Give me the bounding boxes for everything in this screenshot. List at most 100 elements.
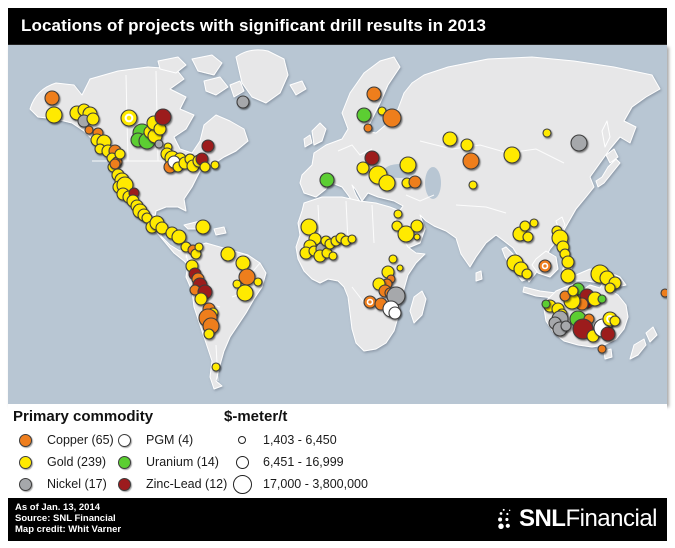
map-bubble bbox=[408, 175, 422, 189]
size-legend-item: 17,000 - 3,800,000 bbox=[231, 473, 368, 495]
map-bubble bbox=[541, 299, 551, 309]
logo-text-light: Financial bbox=[565, 505, 657, 532]
land-japan bbox=[595, 120, 621, 188]
commodity-color-swatch bbox=[18, 433, 32, 447]
credits: As of Jan. 13, 2014 Source: SNL Financia… bbox=[15, 502, 121, 535]
commodity-label: Copper (65) bbox=[47, 433, 114, 447]
map-bubble bbox=[393, 209, 403, 219]
size-legend-item: 1,403 - 6,450 bbox=[231, 429, 368, 451]
land-new-zealand bbox=[629, 326, 658, 360]
map-bubble bbox=[388, 254, 398, 264]
size-label: 6,451 - 16,999 bbox=[263, 455, 344, 469]
legend-item: Copper (65) bbox=[16, 429, 114, 451]
commodity-label: PGM (4) bbox=[146, 433, 194, 447]
commodity-legend-col-1: Copper (65) Gold (239) Nickel (17) bbox=[16, 429, 114, 495]
map-bubble bbox=[235, 255, 251, 271]
map-bubble bbox=[211, 362, 221, 372]
map-bubble bbox=[84, 125, 94, 135]
land-iceland bbox=[289, 80, 307, 96]
map-bubble bbox=[194, 242, 204, 252]
map-bubble bbox=[220, 246, 236, 262]
world-map bbox=[8, 44, 667, 404]
map-bubble bbox=[462, 152, 480, 170]
map-bubble bbox=[300, 218, 318, 236]
map-bubble bbox=[378, 174, 396, 192]
size-swatch bbox=[235, 455, 249, 469]
map-bubble bbox=[388, 306, 402, 320]
map-bubble bbox=[199, 161, 211, 173]
map-bubble bbox=[442, 131, 458, 147]
map-bubble bbox=[503, 146, 521, 164]
map-bubble bbox=[319, 172, 335, 188]
title-bar: Locations of projects with significant d… bbox=[8, 8, 667, 44]
land-british-isles bbox=[303, 122, 327, 148]
map-bubble bbox=[347, 234, 357, 244]
map-bubble bbox=[560, 268, 576, 284]
map-bubble bbox=[109, 158, 121, 170]
legend-item: Zinc-Lead (12) bbox=[115, 473, 227, 495]
map-bubble bbox=[86, 112, 100, 126]
map-bubble bbox=[154, 139, 164, 149]
footer-bar: As of Jan. 13, 2014 Source: SNL Financia… bbox=[8, 498, 667, 541]
map-bubble bbox=[529, 218, 539, 228]
map-bubble bbox=[522, 231, 534, 243]
map-bubble bbox=[356, 107, 372, 123]
map-bubble bbox=[542, 128, 552, 138]
commodity-label: Nickel (17) bbox=[47, 477, 107, 491]
infographic-frame: Locations of projects with significant d… bbox=[8, 8, 667, 541]
map-bubble bbox=[396, 264, 404, 272]
map-bubble bbox=[238, 268, 256, 286]
size-legend-item: 6,451 - 16,999 bbox=[231, 451, 368, 473]
map-bubble bbox=[236, 95, 250, 109]
snl-dots-icon bbox=[498, 508, 511, 529]
map-bubble bbox=[519, 220, 531, 232]
map-bubble bbox=[203, 328, 215, 340]
map-bubble bbox=[45, 106, 63, 124]
size-swatch bbox=[232, 474, 252, 494]
size-swatch bbox=[238, 436, 246, 444]
map-bubble bbox=[468, 180, 478, 190]
commodity-color-swatch bbox=[18, 477, 32, 491]
legend-primary-header: Primary commodity bbox=[13, 408, 154, 425]
snl-financial-logo: SNL Financial bbox=[496, 505, 657, 533]
as-of-line: As of Jan. 13, 2014 bbox=[15, 502, 101, 513]
map-bubble bbox=[194, 292, 208, 306]
commodity-color-swatch bbox=[18, 455, 32, 469]
map-bubble bbox=[604, 282, 616, 294]
map-bubble bbox=[570, 134, 588, 152]
commodity-color-swatch bbox=[117, 433, 131, 447]
map-bubble bbox=[201, 139, 215, 153]
map-bubble bbox=[597, 294, 607, 304]
commodity-label: Zinc-Lead (12) bbox=[146, 477, 228, 491]
map-bubble bbox=[232, 279, 242, 289]
map-bubble bbox=[154, 108, 172, 126]
legend-size-header: $-meter/t bbox=[224, 408, 288, 425]
map-bubble bbox=[560, 320, 572, 332]
bubble-layer bbox=[44, 86, 667, 372]
map-bubble bbox=[597, 344, 607, 354]
map-bubble bbox=[660, 288, 667, 298]
land-greenland bbox=[235, 49, 289, 104]
land-eurasia bbox=[299, 56, 661, 283]
map-bubble bbox=[609, 315, 621, 327]
source-line: Source: SNL Financial bbox=[15, 513, 116, 524]
map-bubble bbox=[210, 160, 220, 170]
page-title: Locations of projects with significant d… bbox=[21, 16, 487, 35]
legend-item: Gold (239) bbox=[16, 451, 114, 473]
map-bubble bbox=[328, 251, 338, 261]
map-bubble bbox=[600, 326, 616, 342]
map-bubble bbox=[538, 259, 552, 273]
map-bubble bbox=[521, 268, 533, 280]
legend-item: PGM (4) bbox=[115, 429, 227, 451]
map-bubble bbox=[363, 123, 373, 133]
map-bubble bbox=[364, 150, 380, 166]
legend-item: Nickel (17) bbox=[16, 473, 114, 495]
map-bubble bbox=[561, 255, 575, 269]
map-bubble bbox=[399, 156, 417, 174]
map-bubble bbox=[195, 219, 211, 235]
map-bubble bbox=[413, 233, 421, 241]
map-bubble bbox=[397, 225, 415, 243]
land-arctic-islands bbox=[157, 54, 245, 98]
legend-item: Uranium (14) bbox=[115, 451, 227, 473]
map-bubble bbox=[356, 161, 370, 175]
